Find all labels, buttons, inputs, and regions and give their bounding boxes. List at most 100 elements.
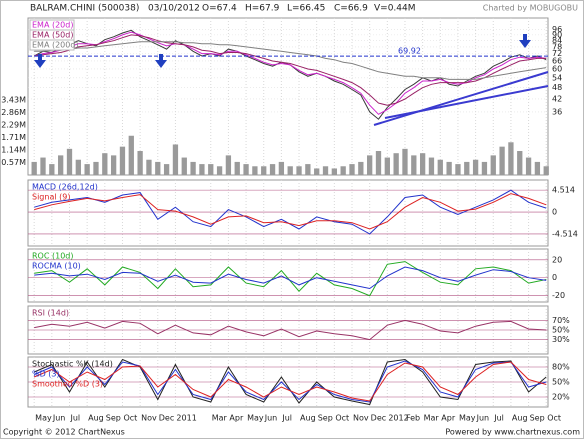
volume-bar	[49, 164, 55, 175]
volume-bar	[66, 148, 73, 175]
y-tick-label: 36	[552, 107, 562, 116]
panel-frame	[27, 248, 549, 303]
y-tick-label: 0	[552, 208, 557, 217]
volume-bar	[225, 155, 232, 175]
volume-bar	[102, 153, 108, 175]
volume-bar	[543, 166, 549, 175]
volume-bar	[367, 155, 373, 175]
legend-entry: MACD (26d,12d)	[32, 183, 98, 192]
y-tick-label: 78	[552, 42, 562, 51]
legend-box	[29, 39, 75, 51]
copyright: Copyright © 2012 ChartNexus	[3, 428, 125, 437]
y-tick-label: 54	[552, 73, 562, 82]
volume-bar	[455, 164, 461, 175]
volume-bar	[119, 146, 126, 175]
x-tick-label: Sep	[530, 414, 545, 423]
x-tick-label: Jul	[281, 414, 292, 423]
y-tick-label: 66	[552, 56, 562, 65]
volume-bar	[287, 166, 293, 175]
y-tick-label: 20%	[552, 393, 570, 402]
y-tick-label: 70%	[552, 316, 570, 325]
series-line	[34, 34, 547, 106]
credit: Charted by MOBUGOBU	[483, 4, 578, 13]
volume-bar	[314, 168, 320, 175]
x-tick-label: Jun	[476, 414, 490, 423]
series-line	[34, 31, 547, 115]
legend-entry: EMA (200d)	[32, 41, 79, 50]
volume-bar	[75, 159, 81, 175]
date: 03/10/2012	[148, 4, 200, 14]
volume-bar	[58, 155, 64, 175]
legend-entry: Smoothed %D (3)	[32, 380, 103, 389]
volume-bar	[437, 159, 443, 175]
up-arrow	[155, 54, 167, 68]
volume-bar	[402, 148, 408, 175]
volume-bar	[252, 166, 258, 175]
up-arrow	[34, 54, 46, 68]
x-tick-label: Jul	[493, 414, 504, 423]
x-tick-label: 2012	[388, 414, 408, 423]
x-tick-label: Mar	[424, 414, 440, 423]
volume-bar	[481, 161, 488, 175]
y2-tick-label: 1.14M	[1, 146, 26, 155]
y2-tick-label: 1.71M	[1, 133, 26, 142]
y-tick-label: 20	[552, 255, 562, 264]
x-tick-label: Jun	[264, 414, 278, 423]
x-tick-label: May	[459, 414, 476, 423]
legend-entry: ROCMA (10)	[32, 262, 81, 271]
volume-bar	[146, 159, 152, 175]
volume-bar	[155, 161, 161, 175]
volume: V=0.44M	[374, 4, 416, 14]
legend-entry: Stochastic %K (14d)	[32, 360, 113, 369]
volume-bar	[428, 157, 435, 175]
volume-bar	[84, 164, 90, 175]
series-line	[34, 319, 547, 341]
trend-line	[384, 85, 549, 119]
volume-bar	[490, 155, 496, 175]
volume-bar	[525, 157, 532, 175]
legend-entry: EMA (20d)	[32, 21, 73, 30]
volume-bar	[305, 164, 311, 175]
volume-bar	[340, 166, 346, 175]
series-line	[34, 361, 547, 402]
x-tick-label: Nov	[353, 414, 369, 423]
volume-bar	[411, 155, 417, 175]
volume-bar	[243, 164, 249, 175]
volume-bar	[181, 157, 187, 175]
x-tick-label: Feb	[406, 414, 420, 423]
volume-bar	[331, 168, 337, 175]
x-tick-label: May	[35, 414, 52, 423]
legend-entry: EMA (50d)	[32, 31, 73, 40]
x-tick-label: Dec	[371, 414, 386, 423]
y-tick-label: 50%	[552, 378, 570, 387]
y-tick-label: 4.514	[552, 186, 575, 195]
x-tick-label: Oct	[547, 414, 561, 423]
y-tick-label: 96	[552, 25, 562, 34]
volume-bar	[296, 166, 302, 175]
volume-bar	[499, 146, 505, 175]
volume-bar	[446, 161, 452, 175]
volume-bar	[472, 159, 479, 175]
volume-bar	[278, 161, 285, 175]
symbol: BALRAM.CHINI (500038)	[30, 4, 139, 14]
y-tick-label: 48	[552, 83, 562, 92]
y-tick-label: 50%	[552, 326, 570, 335]
y-tick-label: 72	[552, 49, 562, 58]
volume-bar	[322, 166, 329, 175]
legend-entry: ROC (10d)	[32, 252, 73, 261]
close: C=66.9	[334, 4, 368, 14]
low: L=66.45	[287, 4, 325, 14]
x-tick-label: Nov	[141, 414, 157, 423]
legend-entry: RSI (14d)	[32, 309, 69, 318]
x-tick-label: Mar	[212, 414, 228, 423]
volume-bar	[261, 166, 267, 175]
volume-bar	[419, 153, 426, 175]
y-tick-label: -20	[552, 291, 565, 300]
x-tick-label: Sep	[318, 414, 333, 423]
volume-bar	[93, 161, 99, 175]
x-tick-label: Jul	[69, 414, 80, 423]
y-tick-label: 90	[552, 30, 562, 39]
volume-bar	[163, 164, 170, 175]
open: O=67.4	[202, 4, 237, 14]
volume-bar	[269, 164, 276, 175]
